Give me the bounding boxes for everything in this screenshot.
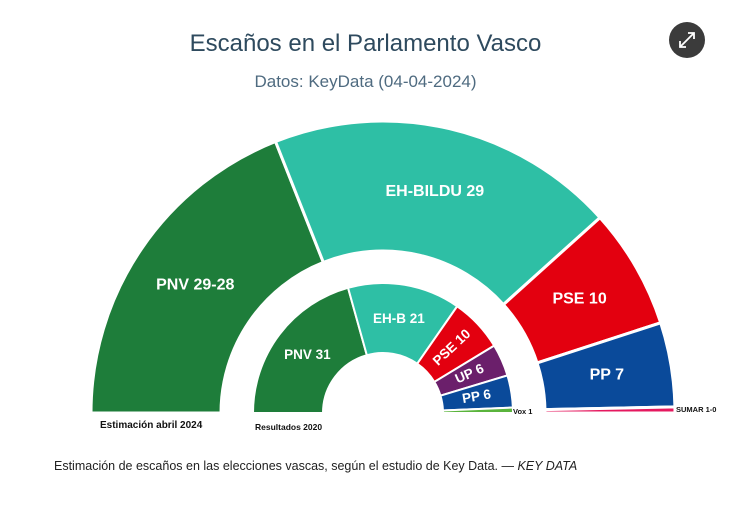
expand-arrows-icon xyxy=(679,32,695,48)
chart-title: Escaños en el Parlamento Vasco xyxy=(189,30,542,57)
seat-label-0-pse: PSE 10 xyxy=(552,291,606,308)
chart-label-0: Estimación abril 2024 xyxy=(100,420,203,431)
caption-text: Estimación de escaños en las elecciones … xyxy=(54,459,518,473)
seat-label-1-pp: PP 6 xyxy=(461,386,493,406)
seat-sector-0-sumar xyxy=(543,405,677,415)
seat-label-1-eh-b: EH-B 21 xyxy=(373,311,425,326)
seat-sector-0-pnv xyxy=(89,139,326,415)
seat-sector-1-vox xyxy=(441,406,515,414)
chart-subtitle: Datos: KeyData (04-04-2024) xyxy=(254,72,477,91)
expand-button[interactable] xyxy=(669,22,705,58)
seat-sector-0-eh-bildu xyxy=(273,119,603,307)
seat-label-1-pnv: PNV 31 xyxy=(284,347,331,362)
seat-label-0-eh-bildu: EH-BILDU 29 xyxy=(385,183,484,200)
seat-label-0-pp: PP 7 xyxy=(590,366,625,383)
chart-label-1: Resultados 2020 xyxy=(255,422,322,432)
caption-credit: KEY DATA xyxy=(517,459,578,473)
seat-sector-1-pnv xyxy=(251,286,369,414)
seat-label-0-pnv: PNV 29-28 xyxy=(156,277,234,294)
figure-caption: Estimación de escaños en las elecciones … xyxy=(54,459,577,473)
seat-label-1-vox: Vox 1 xyxy=(513,407,532,416)
seat-label-0-sumar: SUMAR 1-0 xyxy=(676,405,716,414)
